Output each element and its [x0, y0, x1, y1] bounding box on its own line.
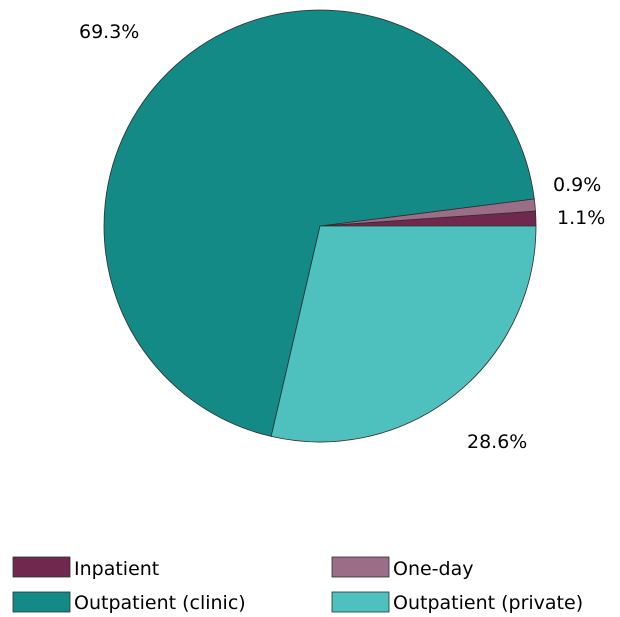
legend-swatch-inpatient [12, 556, 71, 578]
legend-item-outpatient-clinic: Outpatient (clinic) [12, 591, 246, 614]
pie-slice-outpatient-clinic [103, 9, 535, 437]
pie-data-labels: 1.1% 0.9% 69.3% 28.6% [79, 21, 605, 453]
legend: Inpatient One-day Outpatient (clinic) Ou… [12, 556, 583, 614]
legend-label-one-day: One-day [393, 558, 474, 580]
data-label-one-day: 0.9% [553, 174, 601, 196]
legend-label-inpatient: Inpatient [74, 558, 159, 580]
legend-swatch-outpatient-clinic [12, 591, 71, 613]
legend-item-outpatient-private: Outpatient (private) [331, 591, 583, 614]
data-label-outpatient-private: 28.6% [467, 431, 527, 453]
pie-slice-outpatient-private [270, 225, 537, 443]
legend-swatch-one-day [331, 556, 390, 578]
legend-swatch-outpatient-private [331, 591, 390, 613]
data-label-inpatient: 1.1% [557, 207, 605, 229]
legend-label-outpatient-private: Outpatient (private) [393, 592, 583, 614]
legend-item-inpatient: Inpatient [12, 556, 159, 580]
pie-slices [103, 9, 537, 443]
data-label-outpatient-clinic: 69.3% [79, 21, 139, 43]
legend-item-one-day: One-day [331, 556, 474, 580]
legend-label-outpatient-clinic: Outpatient (clinic) [74, 592, 246, 614]
